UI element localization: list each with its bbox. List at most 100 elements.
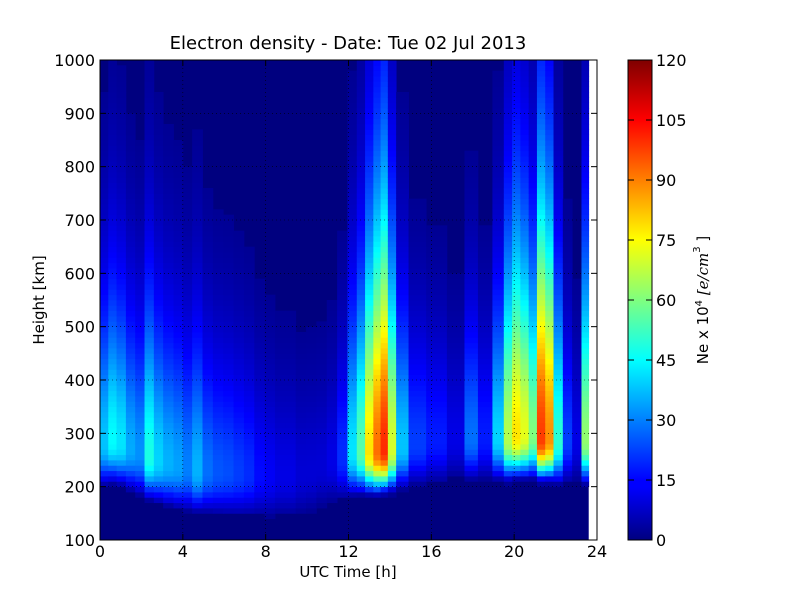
- heatmap-cell: [347, 492, 358, 498]
- heatmap-cell: [536, 118, 546, 125]
- heatmap-cell: [163, 214, 174, 221]
- heatmap-cell: [572, 289, 582, 296]
- heatmap-cell: [337, 428, 348, 434]
- heatmap-cell: [243, 316, 255, 322]
- heatmap-cell: [116, 70, 127, 77]
- heatmap-cell: [528, 476, 538, 482]
- heatmap-cell: [545, 102, 554, 109]
- heatmap-cell: [153, 401, 164, 408]
- heatmap-cell: [153, 182, 164, 189]
- heatmap-cell: [108, 348, 117, 354]
- heatmap-cell: [108, 177, 117, 184]
- colorbar-tick-label: 0: [656, 531, 666, 550]
- heatmap-cell: [373, 113, 381, 120]
- heatmap-cell: [182, 257, 193, 264]
- heatmap-cell: [192, 316, 203, 322]
- heatmap-cell: [365, 390, 374, 397]
- heatmap-cell: [520, 337, 530, 344]
- heatmap-cell: [192, 214, 203, 221]
- heatmap-cell: [347, 124, 358, 130]
- heatmap-cell: [581, 310, 590, 317]
- heatmap-cell: [528, 465, 538, 472]
- heatmap-cell: [135, 220, 145, 226]
- heatmap-cell: [153, 492, 164, 498]
- heatmap-cell: [426, 332, 448, 338]
- heatmap-cell: [562, 294, 573, 301]
- heatmap-cell: [365, 337, 374, 344]
- heatmap-cell: [212, 486, 224, 493]
- heatmap-cell: [581, 108, 590, 114]
- heatmap-cell: [520, 284, 530, 290]
- heatmap-cell: [337, 326, 348, 333]
- heatmap-cell: [356, 369, 366, 376]
- heatmap-cell: [254, 406, 266, 413]
- heatmap-cell: [503, 449, 513, 456]
- heatmap-cell: [212, 225, 224, 232]
- heatmap-cell: [192, 262, 203, 269]
- heatmap-cell: [233, 465, 245, 472]
- heatmap-cell: [446, 396, 465, 402]
- heatmap-cell: [264, 316, 276, 322]
- heatmap-cell: [503, 182, 513, 189]
- heatmap-cell: [306, 433, 317, 440]
- heatmap-cell: [100, 433, 109, 440]
- heatmap-cell: [144, 86, 155, 93]
- heatmap-cell: [108, 246, 117, 253]
- heatmap-cell: [347, 145, 358, 152]
- heatmap-cell: [387, 433, 397, 440]
- heatmap-cell: [373, 449, 381, 456]
- heatmap-cell: [356, 358, 366, 365]
- heatmap-cell: [202, 230, 214, 237]
- heatmap-cell: [464, 470, 479, 477]
- heatmap-cell: [243, 374, 255, 381]
- heatmap-cell: [562, 337, 573, 344]
- heatmap-cell: [274, 380, 286, 386]
- heatmap-cell: [326, 316, 338, 322]
- heatmap-cell: [295, 428, 307, 434]
- heatmap-cell: [492, 465, 505, 472]
- heatmap-cell: [243, 422, 255, 429]
- heatmap-cell: [173, 316, 184, 322]
- heatmap-cell: [116, 81, 127, 88]
- heatmap-cell: [512, 294, 521, 301]
- heatmap-cell: [380, 364, 389, 370]
- heatmap-cell: [264, 497, 276, 504]
- heatmap-cell: [545, 225, 554, 232]
- heatmap-cell: [373, 65, 381, 72]
- heatmap-cell: [477, 433, 493, 440]
- heatmap-cell: [536, 449, 546, 456]
- heatmap-cell: [536, 262, 546, 269]
- heatmap-cell: [553, 81, 564, 88]
- heatmap-cell: [347, 326, 358, 333]
- heatmap-cell: [153, 102, 164, 109]
- heatmap-cell: [365, 401, 374, 408]
- heatmap-cell: [182, 268, 193, 274]
- heatmap-cell: [373, 406, 381, 413]
- heatmap-cell: [528, 70, 538, 77]
- heatmap-cell: [326, 369, 338, 376]
- heatmap-cell: [116, 188, 127, 194]
- heatmap-cell: [144, 353, 155, 360]
- heatmap-cell: [503, 65, 513, 72]
- heatmap-cell: [536, 337, 546, 344]
- heatmap-cell: [520, 230, 530, 237]
- heatmap-cell: [503, 220, 513, 226]
- heatmap-cell: [233, 460, 245, 466]
- heatmap-cell: [243, 412, 255, 418]
- heatmap-cell: [380, 305, 389, 312]
- heatmap-cell: [426, 449, 448, 456]
- heatmap-cell: [373, 412, 381, 418]
- heatmap-cell: [144, 401, 155, 408]
- heatmap-cell: [125, 252, 136, 258]
- heatmap-cell: [380, 284, 389, 290]
- heatmap-cell: [503, 289, 513, 296]
- heatmap-cell: [356, 273, 366, 280]
- heatmap-cell: [553, 92, 564, 98]
- heatmap-cell: [426, 278, 448, 285]
- heatmap-cell: [192, 321, 203, 328]
- heatmap-cell: [553, 60, 564, 66]
- heatmap-cell: [356, 188, 366, 194]
- heatmap-cell: [326, 465, 338, 472]
- heatmap-cell: [512, 188, 521, 194]
- heatmap-cell: [295, 465, 307, 472]
